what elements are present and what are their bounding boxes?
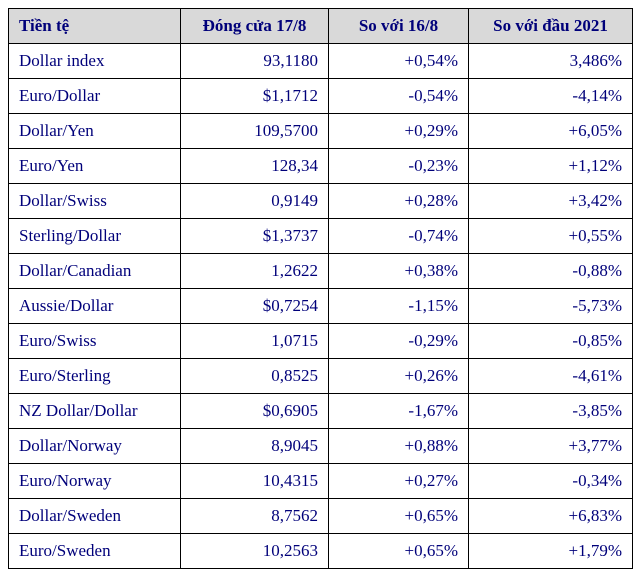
cell-vs-ytd: +6,05% <box>469 114 633 149</box>
table-row: NZ Dollar/Dollar$0,6905-1,67%-3,85% <box>9 394 633 429</box>
cell-vs-ytd: +6,83% <box>469 499 633 534</box>
cell-vs-ytd: -0,88% <box>469 254 633 289</box>
cell-vs-ytd: +3,42% <box>469 184 633 219</box>
cell-vs-ytd: -0,34% <box>469 464 633 499</box>
cell-currency: NZ Dollar/Dollar <box>9 394 181 429</box>
cell-currency: Sterling/Dollar <box>9 219 181 254</box>
cell-vs-prev: +0,28% <box>329 184 469 219</box>
cell-vs-ytd: -0,85% <box>469 324 633 359</box>
cell-close: 10,4315 <box>181 464 329 499</box>
cell-vs-ytd: 3,486% <box>469 44 633 79</box>
cell-close: $0,7254 <box>181 289 329 324</box>
cell-vs-prev: -1,15% <box>329 289 469 324</box>
table-row: Euro/Norway10,4315+0,27%-0,34% <box>9 464 633 499</box>
cell-currency: Euro/Yen <box>9 149 181 184</box>
cell-vs-prev: +0,65% <box>329 534 469 569</box>
table-row: Aussie/Dollar$0,7254-1,15%-5,73% <box>9 289 633 324</box>
table-body: Dollar index93,1180+0,54%3,486% Euro/Dol… <box>9 44 633 569</box>
cell-vs-ytd: +1,12% <box>469 149 633 184</box>
cell-currency: Euro/Swiss <box>9 324 181 359</box>
table-row: Dollar/Canadian1,2622+0,38%-0,88% <box>9 254 633 289</box>
cell-vs-prev: +0,65% <box>329 499 469 534</box>
table-row: Dollar/Yen109,5700+0,29%+6,05% <box>9 114 633 149</box>
cell-close: $1,1712 <box>181 79 329 114</box>
cell-close: 0,8525 <box>181 359 329 394</box>
cell-currency: Dollar/Yen <box>9 114 181 149</box>
cell-close: 0,9149 <box>181 184 329 219</box>
cell-currency: Dollar index <box>9 44 181 79</box>
table-row: Sterling/Dollar$1,3737-0,74%+0,55% <box>9 219 633 254</box>
col-header-close: Đóng cửa 17/8 <box>181 9 329 44</box>
cell-vs-prev: +0,54% <box>329 44 469 79</box>
table-row: Euro/Sweden10,2563+0,65%+1,79% <box>9 534 633 569</box>
table-row: Euro/Dollar$1,1712-0,54%-4,14% <box>9 79 633 114</box>
cell-close: 8,9045 <box>181 429 329 464</box>
table-row: Euro/Swiss1,0715-0,29%-0,85% <box>9 324 633 359</box>
cell-close: 1,0715 <box>181 324 329 359</box>
table-row: Dollar/Norway8,9045+0,88%+3,77% <box>9 429 633 464</box>
col-header-currency: Tiền tệ <box>9 9 181 44</box>
cell-close: 10,2563 <box>181 534 329 569</box>
cell-vs-prev: +0,88% <box>329 429 469 464</box>
cell-close: 8,7562 <box>181 499 329 534</box>
col-header-vs-prev: So với 16/8 <box>329 9 469 44</box>
cell-currency: Euro/Norway <box>9 464 181 499</box>
cell-close: 109,5700 <box>181 114 329 149</box>
cell-vs-prev: -0,74% <box>329 219 469 254</box>
cell-currency: Euro/Dollar <box>9 79 181 114</box>
cell-currency: Euro/Sweden <box>9 534 181 569</box>
cell-currency: Dollar/Swiss <box>9 184 181 219</box>
table-row: Dollar/Swiss0,9149+0,28%+3,42% <box>9 184 633 219</box>
cell-currency: Euro/Sterling <box>9 359 181 394</box>
cell-vs-prev: +0,27% <box>329 464 469 499</box>
table-row: Dollar/Sweden8,7562+0,65%+6,83% <box>9 499 633 534</box>
col-header-vs-ytd: So với đầu 2021 <box>469 9 633 44</box>
cell-vs-prev: +0,38% <box>329 254 469 289</box>
cell-vs-prev: -0,29% <box>329 324 469 359</box>
table-header-row: Tiền tệ Đóng cửa 17/8 So với 16/8 So với… <box>9 9 633 44</box>
cell-currency: Aussie/Dollar <box>9 289 181 324</box>
cell-vs-ytd: -4,14% <box>469 79 633 114</box>
cell-vs-prev: +0,26% <box>329 359 469 394</box>
table-row: Euro/Yen128,34-0,23%+1,12% <box>9 149 633 184</box>
cell-close: $0,6905 <box>181 394 329 429</box>
currency-table: Tiền tệ Đóng cửa 17/8 So với 16/8 So với… <box>8 8 633 569</box>
cell-vs-prev: -1,67% <box>329 394 469 429</box>
cell-currency: Dollar/Sweden <box>9 499 181 534</box>
cell-currency: Dollar/Canadian <box>9 254 181 289</box>
cell-vs-ytd: -3,85% <box>469 394 633 429</box>
cell-vs-ytd: -5,73% <box>469 289 633 324</box>
cell-vs-ytd: +0,55% <box>469 219 633 254</box>
table-row: Euro/Sterling0,8525+0,26%-4,61% <box>9 359 633 394</box>
cell-close: 1,2622 <box>181 254 329 289</box>
cell-vs-ytd: +3,77% <box>469 429 633 464</box>
cell-vs-prev: -0,54% <box>329 79 469 114</box>
cell-currency: Dollar/Norway <box>9 429 181 464</box>
table-row: Dollar index93,1180+0,54%3,486% <box>9 44 633 79</box>
cell-close: 128,34 <box>181 149 329 184</box>
cell-vs-prev: +0,29% <box>329 114 469 149</box>
cell-close: $1,3737 <box>181 219 329 254</box>
cell-vs-ytd: -4,61% <box>469 359 633 394</box>
cell-vs-prev: -0,23% <box>329 149 469 184</box>
cell-close: 93,1180 <box>181 44 329 79</box>
cell-vs-ytd: +1,79% <box>469 534 633 569</box>
